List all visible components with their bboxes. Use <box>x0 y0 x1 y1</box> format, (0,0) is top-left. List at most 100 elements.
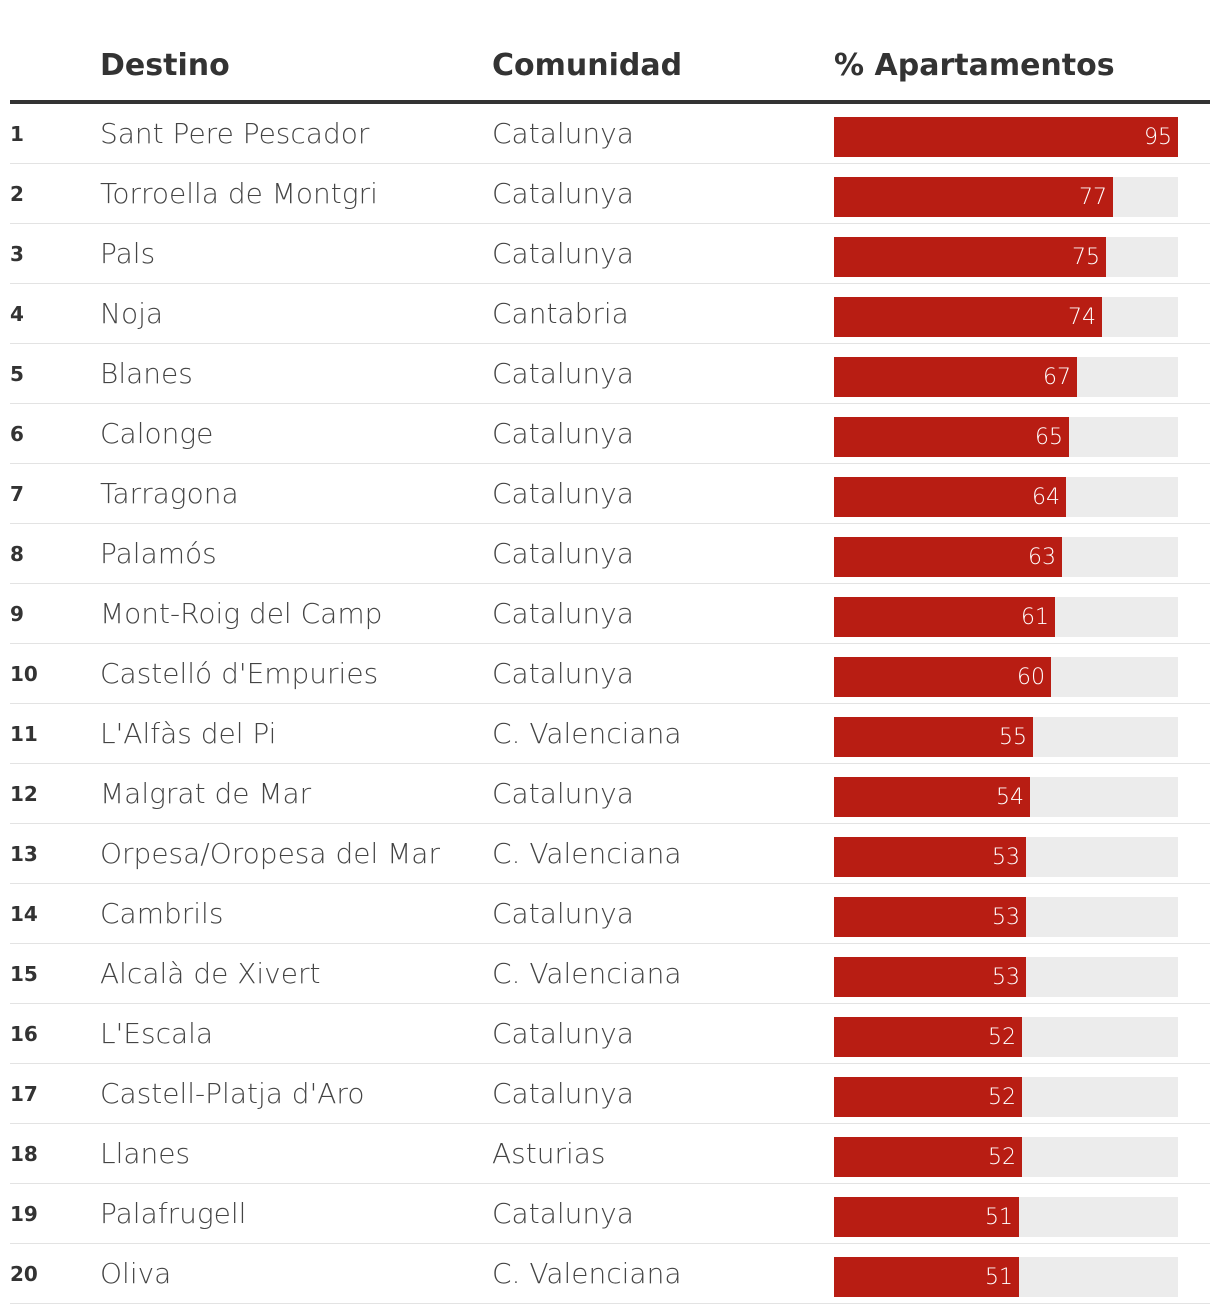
comunidad-cell: Catalunya <box>492 417 634 450</box>
rank-cell: 12 <box>10 782 38 806</box>
table-row: 20 Oliva C. Valenciana 51 <box>10 1244 1210 1304</box>
bar: 52 <box>834 1077 1022 1117</box>
bar: 52 <box>834 1137 1022 1177</box>
destino-cell: L'Alfàs del Pi <box>100 717 277 750</box>
ranking-table: Destino Comunidad % Apartamentos 1 Sant P… <box>10 0 1210 1304</box>
bar: 51 <box>834 1257 1019 1297</box>
bar: 61 <box>834 597 1055 637</box>
comunidad-cell: Catalunya <box>492 1197 634 1230</box>
bar-value-label: 67 <box>1043 365 1071 390</box>
bar-track: 51 <box>834 1257 1178 1297</box>
bar-track: 51 <box>834 1197 1178 1237</box>
destino-cell: Calonge <box>100 417 214 450</box>
bar-track: 95 <box>834 117 1178 157</box>
destino-cell: Tarragona <box>100 477 239 510</box>
comunidad-cell: Catalunya <box>492 897 634 930</box>
table-row: 18 Llanes Asturias 52 <box>10 1124 1210 1184</box>
table-body: 1 Sant Pere Pescador Catalunya 95 2 Torroella… <box>10 104 1210 1304</box>
table-row: 10 Castelló d'Empuries Catalunya 60 <box>10 644 1210 704</box>
table-row: 9 Mont-Roig del Camp Catalunya 61 <box>10 584 1210 644</box>
comunidad-cell: C. Valenciana <box>492 957 682 990</box>
column-header-destino: Destino <box>100 48 230 83</box>
comunidad-cell: Catalunya <box>492 357 634 390</box>
table-row: 5 Blanes Catalunya 67 <box>10 344 1210 404</box>
bar-track: 52 <box>834 1017 1178 1057</box>
bar-track: 55 <box>834 717 1178 757</box>
table-row: 11 L'Alfàs del Pi C. Valenciana 55 <box>10 704 1210 764</box>
bar: 54 <box>834 777 1030 817</box>
bar-track: 77 <box>834 177 1178 217</box>
bar-track: 75 <box>834 237 1178 277</box>
table-row: 7 Tarragona Catalunya 64 <box>10 464 1210 524</box>
destino-cell: Palamós <box>100 537 217 570</box>
rank-cell: 18 <box>10 1142 38 1166</box>
bar-track: 52 <box>834 1137 1178 1177</box>
comunidad-cell: Catalunya <box>492 117 634 150</box>
destino-cell: L'Escala <box>100 1017 214 1050</box>
rank-cell: 19 <box>10 1202 38 1226</box>
bar: 53 <box>834 897 1026 937</box>
table-row: 13 Orpesa/Oropesa del Mar C. Valenciana 53 <box>10 824 1210 884</box>
bar-value-label: 52 <box>988 1025 1016 1050</box>
bar-value-label: 51 <box>985 1265 1013 1290</box>
bar: 77 <box>834 177 1113 217</box>
bar-track: 52 <box>834 1077 1178 1117</box>
bar: 53 <box>834 837 1026 877</box>
column-header-pct-apartamentos: % Apartamentos <box>834 48 1115 83</box>
table-row: 2 Torroella de Montgri Catalunya 77 <box>10 164 1210 224</box>
bar-track: 64 <box>834 477 1178 517</box>
bar-value-label: 65 <box>1035 425 1063 450</box>
rank-cell: 20 <box>10 1262 38 1286</box>
destino-cell: Malgrat de Mar <box>100 777 312 810</box>
bar-track: 74 <box>834 297 1178 337</box>
bar-value-label: 53 <box>992 905 1020 930</box>
rank-cell: 14 <box>10 902 38 926</box>
table-row: 12 Malgrat de Mar Catalunya 54 <box>10 764 1210 824</box>
destino-cell: Castelló d'Empuries <box>100 657 379 690</box>
destino-cell: Mont-Roig del Camp <box>100 597 383 630</box>
bar-value-label: 53 <box>992 845 1020 870</box>
bar: 95 <box>834 117 1178 157</box>
table-row: 19 Palafrugell Catalunya 51 <box>10 1184 1210 1244</box>
comunidad-cell: Cantabria <box>492 297 629 330</box>
bar-value-label: 95 <box>1144 125 1172 150</box>
bar-value-label: 75 <box>1072 245 1100 270</box>
rank-cell: 11 <box>10 722 38 746</box>
bar-track: 65 <box>834 417 1178 457</box>
bar: 67 <box>834 357 1077 397</box>
comunidad-cell: Asturias <box>492 1137 606 1170</box>
table-header: Destino Comunidad % Apartamentos <box>10 0 1210 104</box>
comunidad-cell: C. Valenciana <box>492 717 682 750</box>
rank-cell: 15 <box>10 962 38 986</box>
comunidad-cell: Catalunya <box>492 597 634 630</box>
rank-cell: 16 <box>10 1022 38 1046</box>
destino-cell: Llanes <box>100 1137 191 1170</box>
bar-track: 54 <box>834 777 1178 817</box>
comunidad-cell: Catalunya <box>492 177 634 210</box>
rank-cell: 6 <box>10 422 24 446</box>
bar-track: 53 <box>834 837 1178 877</box>
bar: 55 <box>834 717 1033 757</box>
table-row: 6 Calonge Catalunya 65 <box>10 404 1210 464</box>
table-row: 14 Cambrils Catalunya 53 <box>10 884 1210 944</box>
bar-value-label: 53 <box>992 965 1020 990</box>
bar-track: 61 <box>834 597 1178 637</box>
bar: 64 <box>834 477 1066 517</box>
bar: 60 <box>834 657 1051 697</box>
rank-cell: 8 <box>10 542 24 566</box>
rank-cell: 5 <box>10 362 24 386</box>
bar-value-label: 77 <box>1079 185 1107 210</box>
bar-track: 63 <box>834 537 1178 577</box>
destino-cell: Orpesa/Oropesa del Mar <box>100 837 440 870</box>
bar-value-label: 54 <box>996 785 1024 810</box>
bar-value-label: 74 <box>1068 305 1096 330</box>
table-row: 16 L'Escala Catalunya 52 <box>10 1004 1210 1064</box>
comunidad-cell: Catalunya <box>492 1077 634 1110</box>
bar: 53 <box>834 957 1026 997</box>
bar-value-label: 63 <box>1028 545 1056 570</box>
destino-cell: Castell-Platja d'Aro <box>100 1077 365 1110</box>
destino-cell: Noja <box>100 297 164 330</box>
comunidad-cell: Catalunya <box>492 237 634 270</box>
bar-value-label: 51 <box>985 1205 1013 1230</box>
comunidad-cell: Catalunya <box>492 1017 634 1050</box>
